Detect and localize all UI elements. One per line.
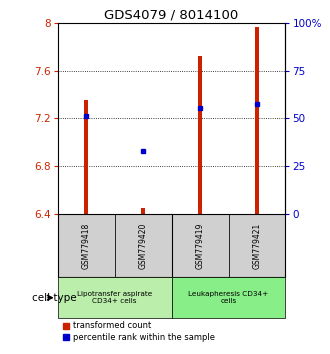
Text: Leukapheresis CD34+
cells: Leukapheresis CD34+ cells [188,291,269,304]
Text: cell type: cell type [32,293,77,303]
Bar [255,27,259,214]
Bar [58,214,115,277]
Title: GDS4079 / 8014100: GDS4079 / 8014100 [105,9,239,22]
Bar [115,214,172,277]
Text: GSM779420: GSM779420 [139,222,148,269]
Bar [58,277,172,318]
Bar [172,214,228,277]
Bar [141,208,146,214]
Text: GSM779418: GSM779418 [82,222,91,269]
Bar [228,214,285,277]
Text: Lipotransfer aspirate
CD34+ cells: Lipotransfer aspirate CD34+ cells [77,291,152,304]
Bar [198,56,202,214]
Bar [172,277,285,318]
Text: GSM779421: GSM779421 [252,222,261,269]
Legend: transformed count, percentile rank within the sample: transformed count, percentile rank withi… [62,321,215,342]
Bar [84,101,88,214]
Text: GSM779419: GSM779419 [196,222,205,269]
